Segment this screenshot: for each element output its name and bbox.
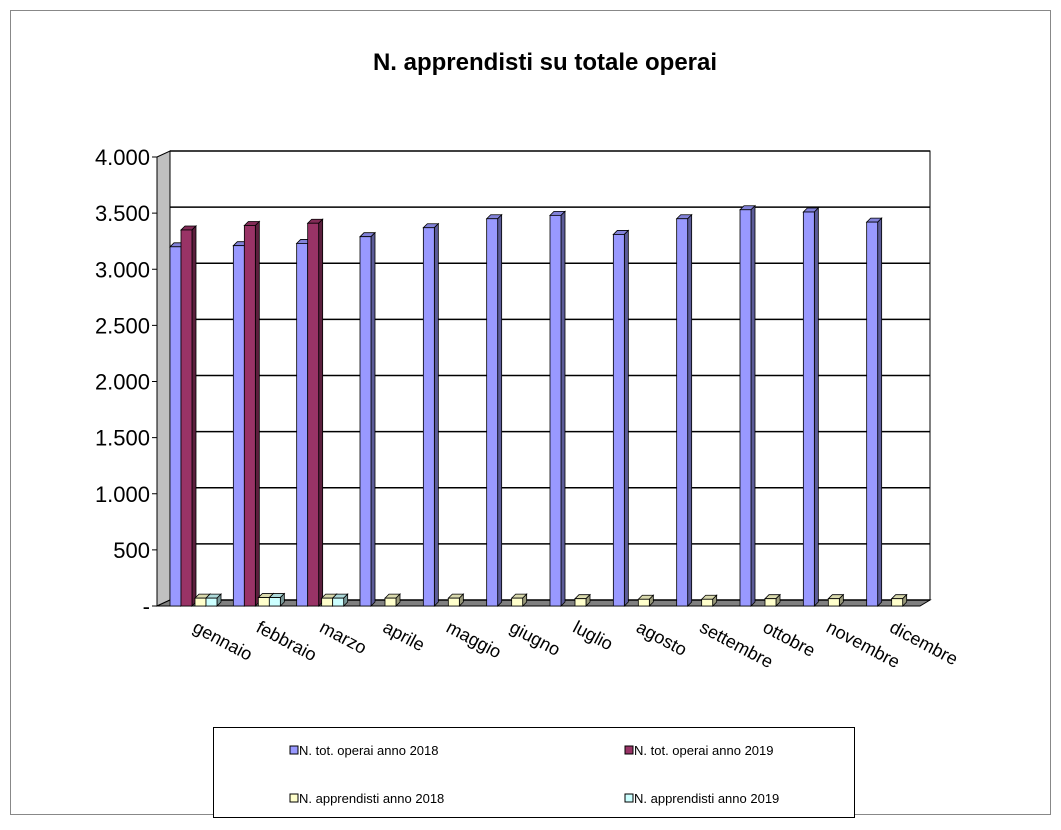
bar-front	[802, 211, 815, 607]
bar-front	[232, 245, 245, 607]
legend-box	[213, 727, 855, 818]
bar	[243, 220, 261, 607]
y-tick-label: 3.000	[95, 257, 150, 282]
bar-front	[574, 598, 587, 607]
bar	[827, 593, 845, 607]
bar	[422, 222, 440, 607]
y-tick-label: -	[143, 594, 150, 619]
bar	[485, 213, 503, 607]
bar-side	[877, 217, 883, 607]
legend-swatch	[624, 793, 634, 803]
bar	[890, 593, 908, 607]
bar	[180, 224, 197, 607]
bar-front	[296, 243, 309, 607]
bar-front	[180, 229, 193, 607]
bar	[268, 592, 286, 607]
legend-swatch	[289, 745, 299, 755]
bar	[205, 593, 222, 607]
bar-side	[191, 224, 197, 607]
bar-front	[169, 246, 182, 607]
bar-side	[560, 210, 566, 607]
bar-front	[205, 597, 218, 607]
bar-front	[332, 597, 345, 607]
bar-side	[370, 231, 376, 607]
side-wall	[156, 150, 171, 607]
bar	[739, 204, 756, 607]
bar	[865, 217, 883, 607]
bar-side	[623, 229, 629, 607]
bar	[384, 593, 401, 607]
bar-front	[764, 598, 777, 607]
y-tick-label: 2.000	[95, 370, 150, 395]
bar-side	[318, 218, 324, 607]
legend-swatch	[289, 793, 299, 803]
bar-side	[433, 222, 439, 607]
bar-side	[687, 213, 693, 607]
bar-front	[637, 598, 650, 607]
bar	[331, 593, 349, 607]
bar	[359, 231, 376, 607]
bar-front	[422, 227, 435, 607]
y-tick-label: 3.500	[95, 201, 150, 226]
bar	[675, 213, 693, 607]
bar-front	[257, 597, 270, 607]
bar-front	[243, 225, 256, 607]
bar-front	[194, 597, 207, 607]
legend-swatch	[624, 745, 634, 755]
bar-front	[549, 214, 562, 607]
bar	[574, 593, 591, 607]
bar-front	[321, 597, 334, 607]
bar-front	[827, 598, 840, 607]
bar-front	[891, 598, 904, 607]
y-tick-label: 1.000	[95, 482, 150, 507]
legend-label: N. apprendisti anno 2018	[299, 791, 444, 806]
bar	[764, 593, 781, 607]
bar-front	[701, 598, 714, 607]
y-tick-label: 500	[113, 538, 150, 563]
y-tick-label: 2.500	[95, 313, 150, 338]
bar-front	[384, 597, 397, 607]
legend-label: N. tot. operai anno 2018	[299, 743, 439, 758]
bar-side	[750, 204, 756, 607]
bar-front	[307, 222, 320, 607]
bar	[549, 210, 566, 607]
bar-front	[739, 209, 752, 607]
y-tick-label: 4.000	[95, 145, 150, 170]
chart-title: N. apprendisti su totale operai	[373, 49, 717, 76]
bar-front	[486, 218, 499, 607]
bar	[510, 593, 528, 607]
y-tick-label: 1.500	[95, 426, 150, 451]
bar	[700, 594, 718, 607]
bar-front	[447, 597, 460, 607]
bar	[802, 207, 820, 607]
bar	[637, 594, 655, 607]
bar-front	[866, 221, 879, 607]
bar-side	[254, 220, 260, 607]
legend-label: N. tot. operai anno 2019	[634, 743, 774, 758]
bar	[447, 593, 465, 607]
legend-label: N. apprendisti anno 2019	[634, 791, 779, 806]
bar-front	[359, 236, 372, 607]
bar-front	[268, 597, 281, 607]
bar	[306, 218, 324, 607]
bar-front	[676, 218, 689, 607]
bar	[612, 229, 630, 607]
bar-side	[813, 207, 819, 607]
bar-front	[511, 597, 524, 607]
bar-front	[612, 234, 625, 607]
bar-side	[497, 213, 503, 607]
